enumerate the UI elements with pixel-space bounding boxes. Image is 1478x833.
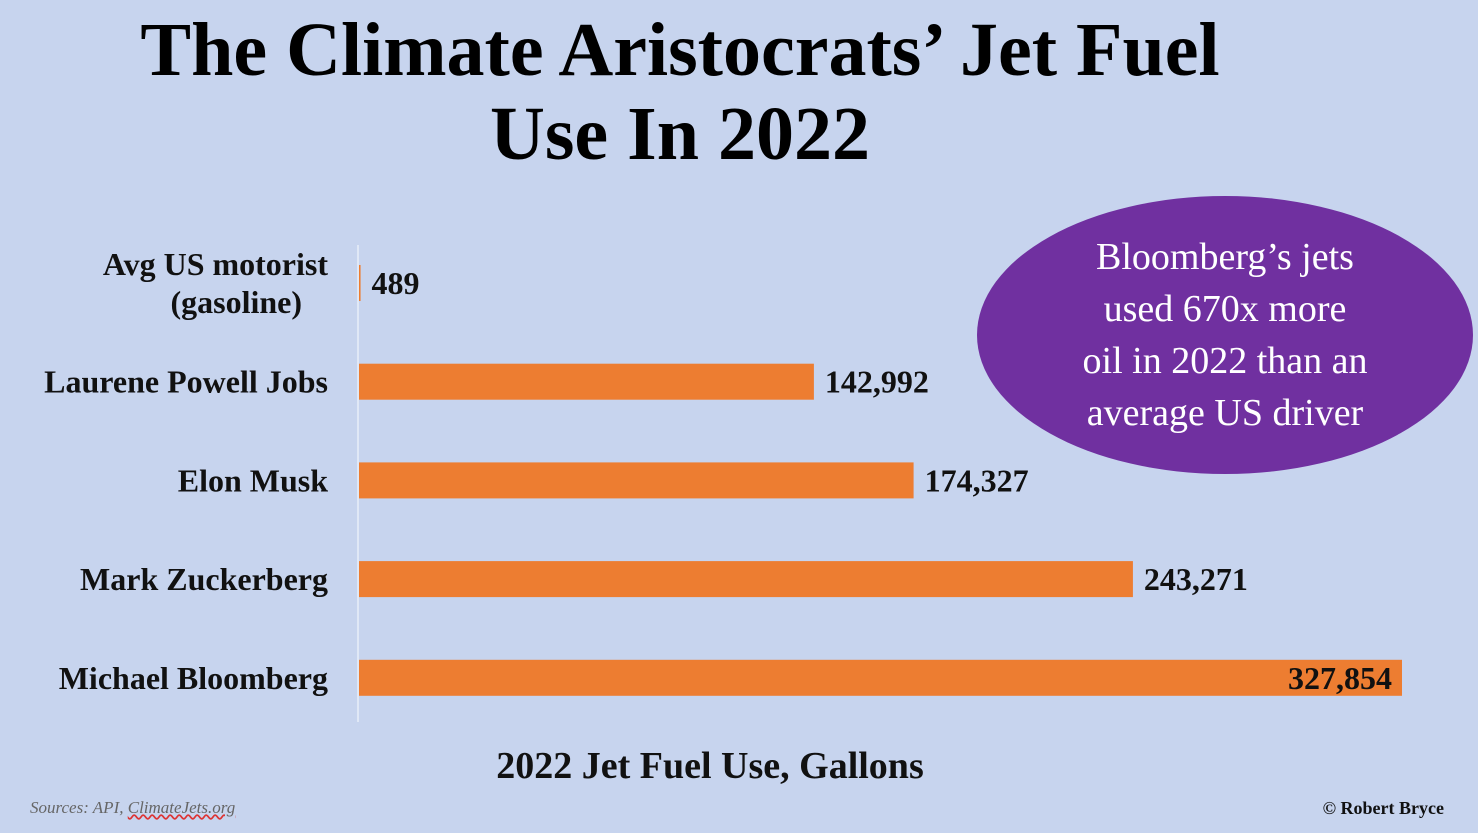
chart-title: The Climate Aristocrats’ Jet Fuel Use In… — [0, 8, 1360, 176]
bar — [359, 561, 1133, 598]
category-label: Mark Zuckerberg — [80, 561, 328, 597]
category-label-line: Laurene Powell Jobs — [44, 364, 328, 400]
copyright-credit: © Robert Bryce — [1322, 798, 1444, 818]
bar — [359, 363, 814, 400]
sources-prefix: Sources: API, — [30, 798, 128, 817]
sources-note: Sources: API, ClimateJets.org — [30, 798, 235, 818]
category-label-line: Elon Musk — [178, 462, 328, 498]
value-label: 327,854 — [1288, 660, 1392, 696]
category-label: Laurene Powell Jobs — [44, 364, 328, 400]
category-label: Elon Musk — [178, 462, 328, 498]
value-label: 243,271 — [1144, 561, 1248, 597]
x-axis-label: 2022 Jet Fuel Use, Gallons — [496, 745, 924, 787]
bar — [359, 659, 1402, 696]
callout-line-1: Bloomberg’s jets — [1096, 236, 1354, 278]
value-label: 489 — [372, 265, 420, 301]
bar — [359, 462, 914, 499]
chart-title-line-2: Use In 2022 — [489, 92, 871, 176]
value-label: 142,992 — [825, 364, 929, 400]
callout-line-2: used 670x more — [1103, 288, 1347, 330]
callout-line-4: average US driver — [1086, 392, 1364, 434]
bar — [359, 265, 361, 301]
callout-line-3: oil in 2022 than an — [1082, 340, 1368, 382]
chart-title-line-1: The Climate Aristocrats’ Jet Fuel — [140, 8, 1220, 92]
callout-text: Bloomberg’s jets used 670x more oil in 2… — [1083, 231, 1368, 439]
category-label: Michael Bloomberg — [59, 660, 328, 696]
bars-layer: Avg US motorist (gasoline) 489 Laurene Powe… — [44, 246, 1402, 696]
category-label-line: (gasoline) — [170, 284, 302, 320]
value-label: 174,327 — [925, 462, 1029, 498]
sources-link[interactable]: ClimateJets.org — [127, 798, 236, 817]
category-label-line: Michael Bloomberg — [59, 660, 328, 696]
category-label-line: Avg US motorist — [103, 246, 329, 282]
callout-bubble: Bloomberg’s jets used 670x more oil in 2… — [977, 196, 1473, 474]
category-label-line: Mark Zuckerberg — [80, 561, 328, 597]
category-label: Avg US motorist (gasoline) — [103, 246, 329, 320]
